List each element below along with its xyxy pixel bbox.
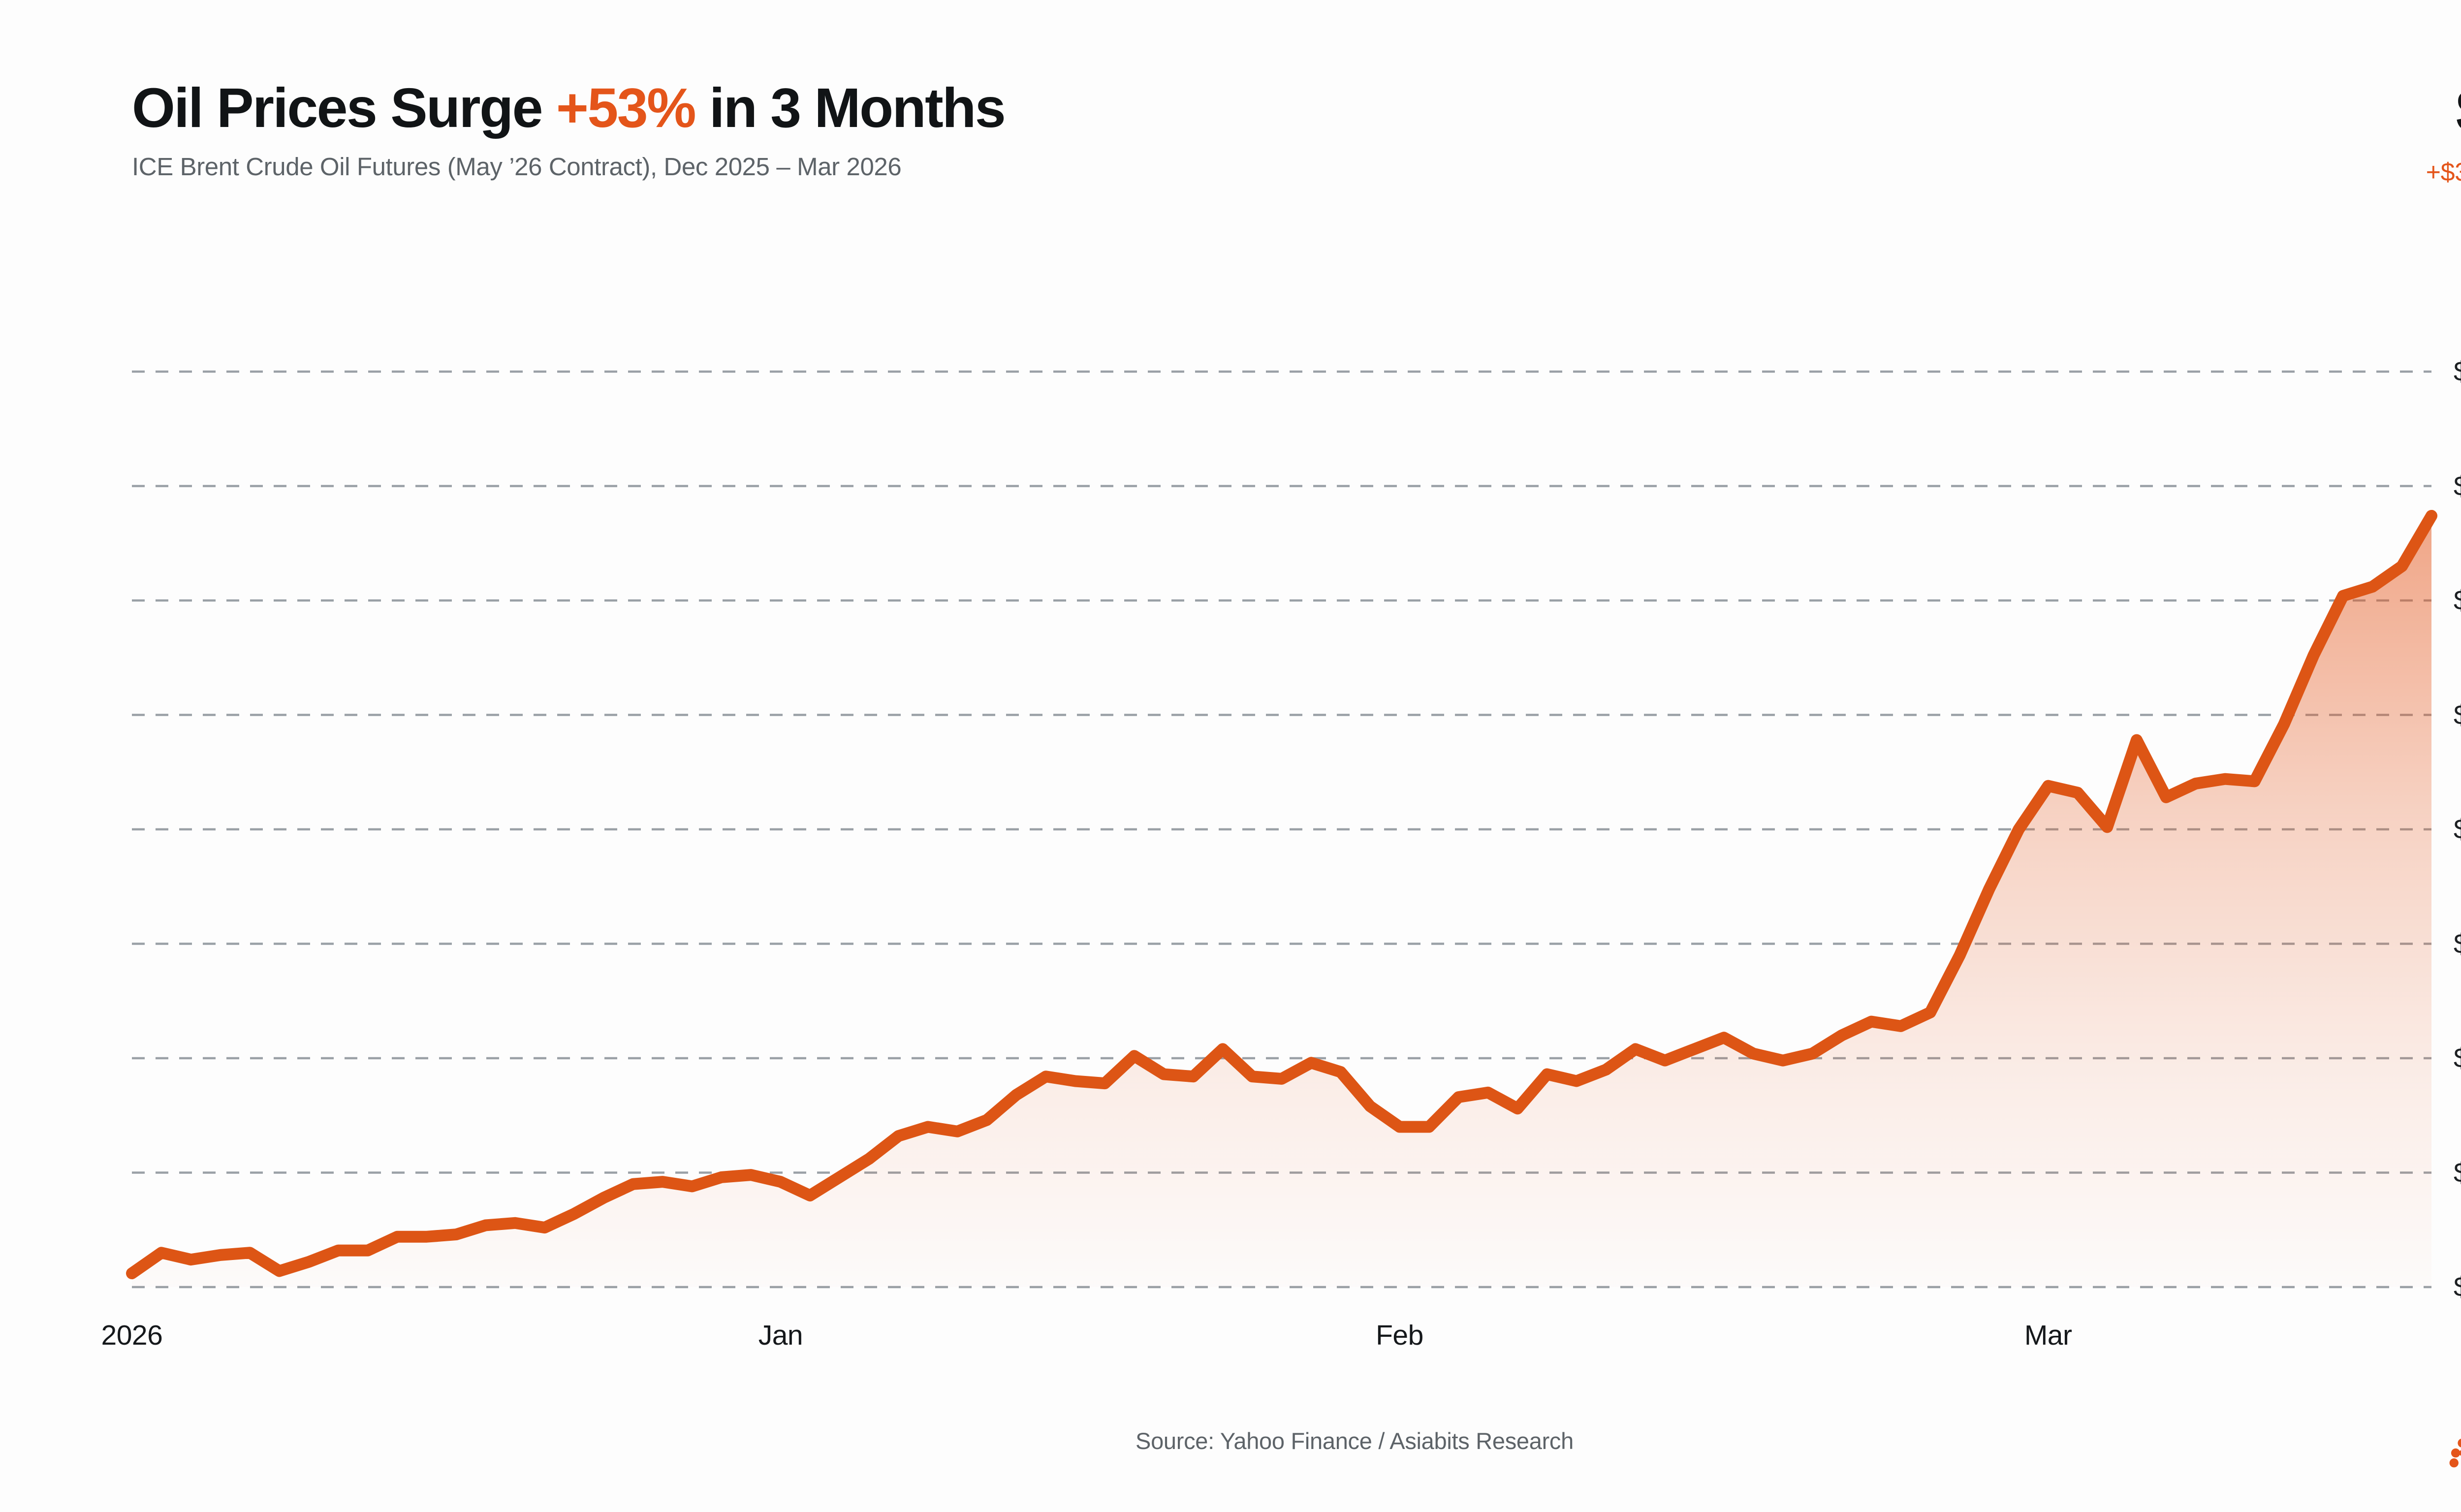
y-axis-tick-label: $80 [2454,813,2461,846]
area-fill [132,515,2431,1287]
y-axis-tick-label: $70 [2454,1042,2461,1074]
price-change-badge: +$32.31 since Dec [2426,158,2461,187]
y-axis-tick-label: $65 [2454,1157,2461,1189]
y-axis-tick-label: $90 [2454,584,2461,617]
current-price-value: $93.70 [2456,81,2461,142]
y-axis-tick-label: $95 [2454,470,2461,503]
y-axis-tick-label: $100 [2454,355,2461,388]
y-axis-tick-label: $60 [2454,1271,2461,1303]
title-suffix: in 3 Months [695,77,1006,139]
chart-header: Oil Prices Surge +53% in 3 Months ICE Br… [132,77,2461,285]
y-axis-tick-label: $75 [2454,928,2461,960]
x-axis-tick-label: Mar [2024,1320,2072,1351]
y-axis-tick-label: $85 [2454,699,2461,731]
asiabits-dots-logo-icon [2449,1439,2461,1468]
source-attribution: Source: Yahoo Finance / Asiabits Researc… [1136,1428,1574,1454]
title-accent-percent: +53% [556,77,696,139]
page-title: Oil Prices Surge +53% in 3 Months [132,77,1006,139]
title-prefix: Oil Prices Surge [132,77,556,139]
x-axis-tick-label: 2026 [101,1320,163,1351]
header-left-block: Oil Prices Surge +53% in 3 Months ICE Br… [132,77,1006,181]
gridlines-group [132,370,2431,1289]
chart-subtitle: ICE Brent Crude Oil Futures (May ’26 Con… [132,152,902,181]
x-axis-tick-label: Feb [1376,1320,1423,1351]
price-line [126,509,2437,1280]
x-axis-tick-label: Jan [758,1320,803,1351]
brand-logo: Asiabits [2441,1420,2461,1476]
header-right-block: $93.70 +$32.31 since Dec [2426,79,2461,187]
